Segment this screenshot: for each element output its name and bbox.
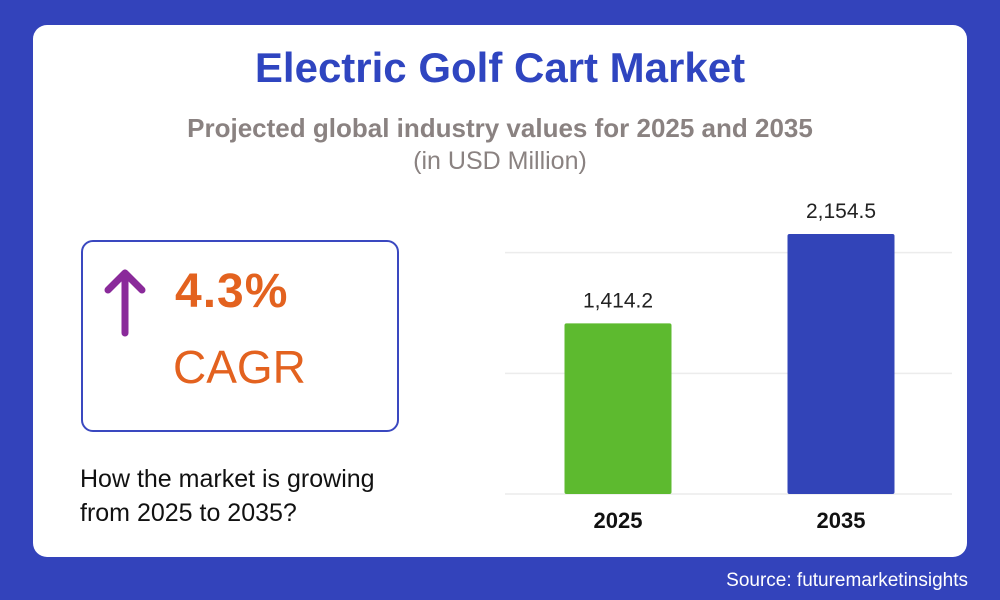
x-tick-label: 2025: [594, 508, 643, 533]
data-label: 2,154.5: [806, 200, 876, 223]
cagr-box: [81, 240, 399, 432]
data-label: 1,414.2: [583, 289, 653, 312]
unit-label: (in USD Million): [413, 147, 587, 175]
page-title: Electric Golf Cart Market: [254, 44, 746, 91]
subtitle: Projected global industry values for 202…: [187, 113, 813, 143]
source-text: Source: futuremarketinsights: [726, 570, 968, 591]
question-text: How the market is growing from 2025 to 2…: [80, 465, 375, 527]
bar-2035: [787, 234, 895, 494]
cagr-value: 4.3%: [175, 265, 289, 318]
cagr-label: CAGR: [173, 341, 306, 393]
x-tick-label: 2035: [817, 508, 866, 533]
arrow-up-icon: [104, 269, 146, 337]
bar-2025: [564, 323, 672, 494]
